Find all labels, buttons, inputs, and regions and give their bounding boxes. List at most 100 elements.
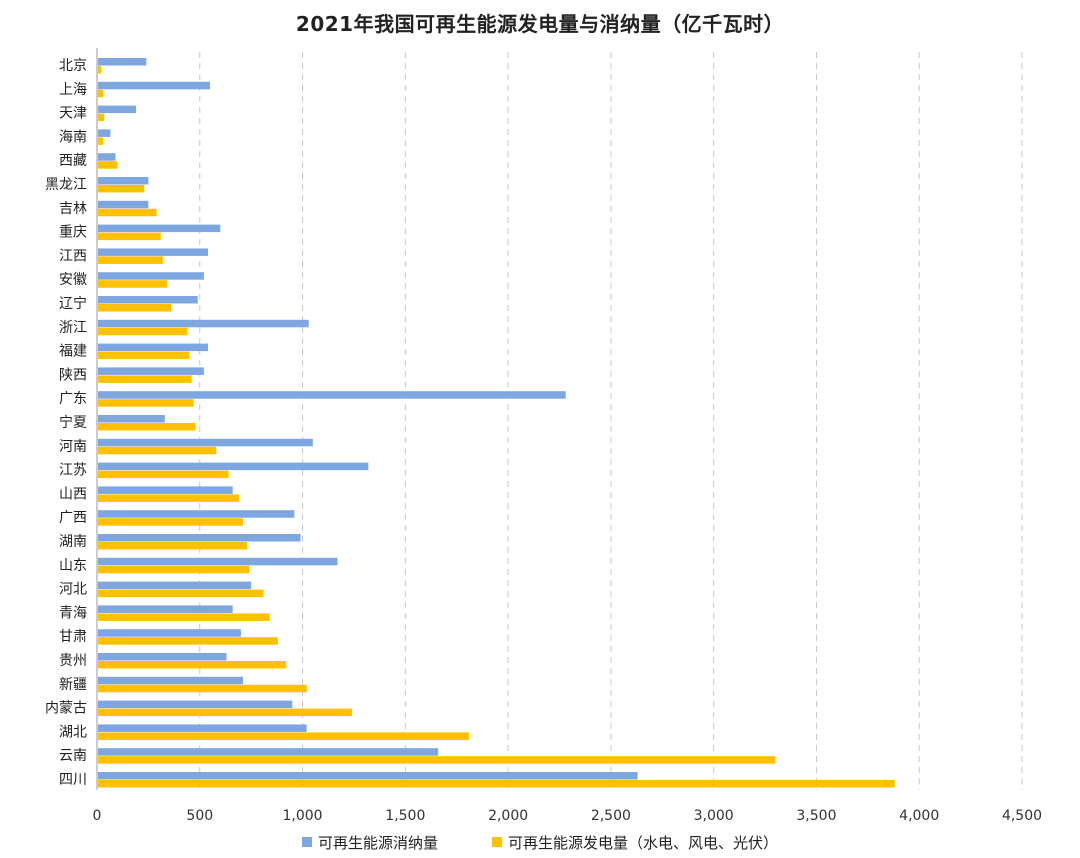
category-label: 广东 [59, 391, 87, 407]
bar-consumption [98, 81, 211, 90]
bar-consumption [98, 462, 369, 471]
bar-chart: 北京上海天津海南西藏黑龙江吉林重庆江西安徽辽宁浙江福建陕西广东宁夏河南江苏山西广… [45, 48, 1043, 824]
legend-item-consumption: 可再生能源消纳量 [301, 832, 438, 853]
bar-consumption [98, 177, 149, 185]
bar-consumption [98, 224, 221, 233]
category-label: 陕西 [59, 367, 87, 383]
bar-consumption [98, 296, 198, 304]
x-tick-label: 3,000 [694, 808, 734, 824]
bar-consumption [98, 319, 309, 328]
bar-consumption [98, 557, 338, 566]
category-label: 江西 [59, 248, 87, 264]
category-label: 山西 [59, 486, 87, 502]
bar-generation [98, 375, 192, 383]
bar-generation [98, 208, 157, 217]
bar-consumption [98, 748, 439, 756]
category-label: 山东 [59, 558, 87, 574]
bar-generation [98, 470, 229, 479]
bar-consumption [98, 200, 149, 209]
bar-generation [98, 161, 118, 169]
category-label: 四川 [59, 772, 87, 788]
bar-consumption [98, 724, 307, 732]
bar-generation [98, 732, 470, 740]
bar-generation [98, 661, 287, 669]
bar-consumption [98, 272, 204, 280]
category-label: 天津 [59, 106, 87, 122]
category-label: 福建 [59, 344, 87, 360]
category-label: 浙江 [59, 320, 87, 336]
bar-generation [98, 351, 190, 360]
bar-generation [98, 446, 217, 455]
bar-consumption [98, 367, 204, 375]
bar-consumption [98, 58, 147, 66]
category-label: 黑龙江 [45, 177, 87, 193]
category-label: 北京 [59, 58, 87, 74]
category-labels: 北京上海天津海南西藏黑龙江吉林重庆江西安徽辽宁浙江福建陕西广东宁夏河南江苏山西广… [45, 58, 87, 788]
bar-generation [98, 589, 264, 598]
bar-consumption [98, 248, 208, 256]
bar-generation [98, 256, 163, 264]
grid-lines [199, 52, 1023, 790]
bar-consumption [98, 105, 137, 114]
bar-generation [98, 399, 194, 407]
category-label: 甘肃 [59, 629, 87, 645]
bars [98, 58, 895, 788]
category-label: 河南 [59, 439, 87, 455]
bar-consumption [98, 486, 233, 494]
bar-consumption [98, 676, 243, 685]
bar-generation [98, 66, 102, 74]
bar-generation [98, 780, 895, 788]
category-label: 海南 [59, 129, 87, 145]
category-label: 广西 [59, 510, 87, 526]
category-label: 上海 [59, 82, 87, 98]
bar-consumption [98, 510, 295, 518]
category-label: 湖南 [59, 534, 87, 550]
category-label: 青海 [59, 605, 87, 621]
category-label: 新疆 [59, 677, 87, 693]
x-tick-label: 0 [93, 808, 102, 824]
bar-consumption [98, 700, 293, 709]
x-tick-label: 4,000 [899, 808, 939, 824]
category-label: 湖北 [59, 724, 87, 740]
x-tick-labels: 0 500 1,000 1,500 2,000 2,500 3,000 3,500 4,000 4… [93, 808, 1043, 824]
category-label: 重庆 [59, 225, 87, 241]
category-label: 河北 [59, 582, 87, 598]
category-label: 江苏 [59, 463, 87, 479]
x-tick-label: 1,500 [385, 808, 425, 824]
bar-generation [98, 565, 250, 574]
bar-consumption [98, 772, 638, 780]
bar-generation [98, 185, 145, 193]
bar-generation [98, 494, 239, 502]
x-tick-label: 3,500 [796, 808, 836, 824]
bar-generation [98, 684, 307, 693]
x-tick-label: 500 [186, 808, 213, 824]
bar-generation [98, 756, 776, 764]
bar-consumption [98, 415, 165, 423]
x-tick-label: 2,500 [591, 808, 631, 824]
bar-generation [98, 423, 196, 431]
chart-title: 2021年我国可再生能源发电量与消纳量（亿千瓦时） [295, 12, 785, 36]
bar-consumption [98, 153, 116, 161]
bar-generation [98, 637, 278, 645]
category-label: 宁夏 [59, 414, 87, 431]
x-tick-label: 4,500 [1002, 808, 1042, 824]
x-tick-label: 1,000 [283, 808, 323, 824]
bar-consumption [98, 343, 208, 352]
bar-generation [98, 137, 104, 145]
bar-consumption [98, 391, 566, 399]
legend-item-generation: 可再生能源发电量（水电、风电、光伏） [492, 832, 778, 853]
bar-generation [98, 542, 248, 550]
x-tick-label: 2,000 [488, 808, 528, 824]
bar-consumption [98, 534, 301, 542]
bar-generation [98, 327, 188, 336]
legend-swatch-generation [492, 837, 502, 847]
bar-generation [98, 280, 167, 288]
legend: 可再生能源消纳量 可再生能源发电量（水电、风电、光伏） [0, 832, 1080, 852]
legend-label-generation: 可再生能源发电量（水电、风电、光伏） [508, 833, 779, 852]
category-label: 辽宁 [59, 295, 87, 312]
bar-consumption [98, 605, 233, 613]
category-label: 内蒙古 [45, 701, 87, 717]
category-label: 安徽 [59, 272, 87, 288]
category-label: 西藏 [59, 153, 87, 169]
category-label: 吉林 [59, 201, 87, 217]
